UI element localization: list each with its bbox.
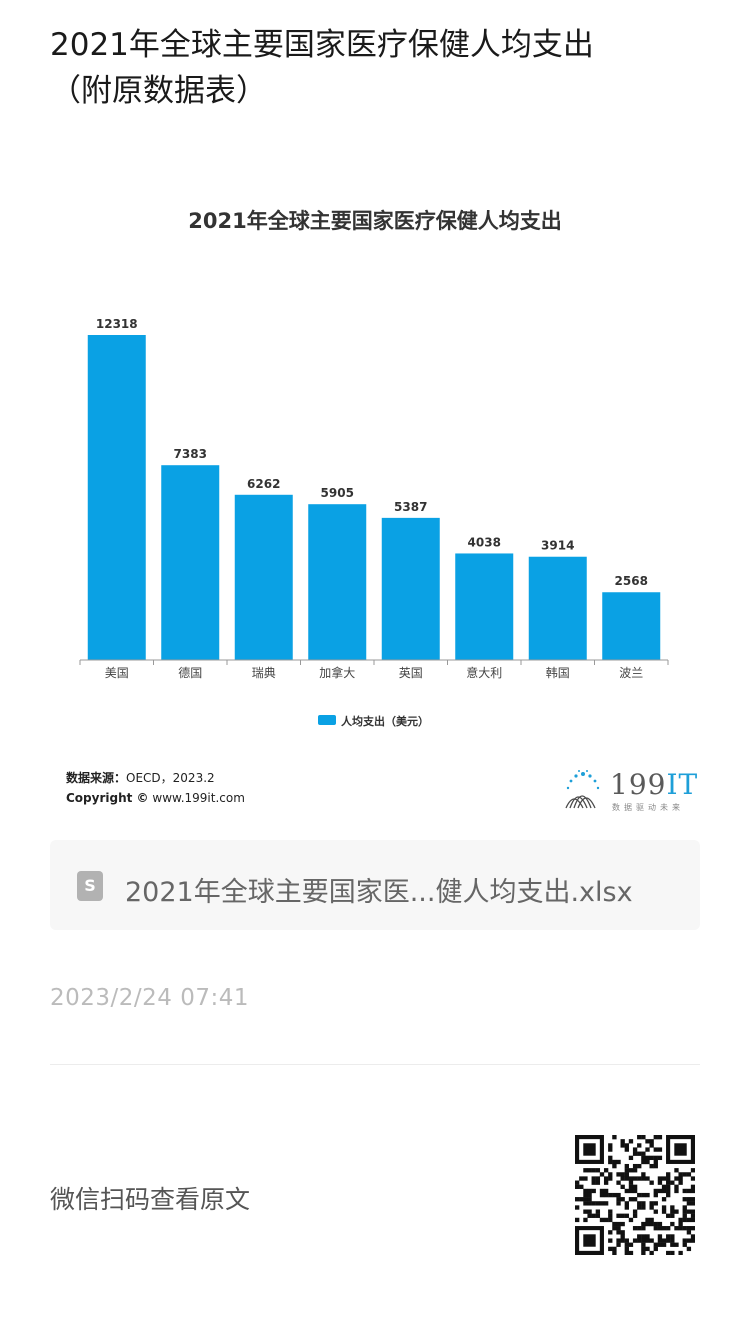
qr-code-icon[interactable] — [575, 1135, 695, 1255]
bar-5 — [455, 553, 514, 660]
spreadsheet-file-icon: S — [77, 871, 103, 901]
source-value: OECD，2023.2 — [126, 771, 215, 785]
x-tick-label-4: 英国 — [399, 666, 423, 680]
x-tick-label-5: 意大利 — [466, 665, 502, 680]
article-title-line2: （附原数据表） — [50, 73, 267, 109]
attachment-filename[interactable]: 2021年全球主要国家医...健人均支出.xlsx — [125, 877, 633, 908]
article-title: 2021年全球主要国家医疗保健人均支出 （附原数据表） — [50, 22, 710, 114]
x-tick-label-0: 美国 — [105, 666, 129, 680]
data-label-7: 2568 — [615, 574, 648, 588]
article-title-line1: 2021年全球主要国家医疗保健人均支出 — [50, 27, 594, 63]
x-tick-label-1: 德国 — [178, 665, 202, 680]
bar-6 — [528, 556, 587, 660]
data-label-5: 4038 — [468, 535, 501, 549]
data-label-6: 3914 — [541, 539, 574, 553]
source-label: 数据来源： — [66, 771, 127, 785]
qr-scan-label: 微信扫码查看原文 — [50, 1185, 251, 1214]
data-label-4: 5387 — [394, 500, 427, 514]
199it-logo: 199IT 数据驱动未来 — [560, 768, 700, 816]
logo-dandelion-icon — [565, 770, 600, 809]
logo-slogan: 数据驱动未来 — [612, 803, 684, 812]
bar-chart: 12318 美国 7383 德国 6262 瑞典 5905 加拿大 5387 英国 4038 意大利 3… — [79, 317, 669, 728]
x-tick-label-2: 瑞典 — [252, 666, 276, 680]
chart-image: 2021年全球主要国家医疗保健人均支出 12318 美国 7383 德国 6262 瑞典 5… — [50, 180, 710, 820]
file-icon-letter: S — [84, 876, 96, 895]
bar-1 — [161, 465, 220, 660]
copyright-value: www.199it.com — [152, 791, 245, 805]
bar-4 — [381, 517, 440, 660]
legend-label: 人均支出（美元） — [341, 714, 429, 728]
data-label-2: 6262 — [247, 477, 280, 491]
post-timestamp: 2023/2/24 07:41 — [50, 985, 250, 1011]
logo-accent: IT — [666, 768, 699, 801]
attachment-card[interactable]: S 2021年全球主要国家医...健人均支出.xlsx — [50, 840, 700, 930]
bar-2 — [234, 494, 293, 660]
logo-wordmark: 199IT — [610, 768, 698, 801]
copyright-label: Copyright © — [66, 791, 149, 805]
data-label-3: 5905 — [321, 486, 354, 500]
x-tick-label-3: 加拿大 — [319, 665, 355, 680]
x-tick-label-7: 波兰 — [619, 666, 643, 680]
data-label-1: 7383 — [174, 447, 207, 461]
chart-title: 2021年全球主要国家医疗保健人均支出 — [188, 209, 562, 233]
bar-3 — [308, 504, 367, 660]
bar-7 — [602, 592, 661, 660]
data-label-0: 12318 — [96, 317, 138, 331]
x-tick-label-6: 韩国 — [546, 665, 570, 680]
divider — [50, 1064, 700, 1065]
legend-swatch — [318, 715, 336, 725]
logo-number: 199 — [610, 768, 667, 801]
bar-0 — [87, 335, 146, 660]
source-block: 数据来源：OECD，2023.2 Copyright © www.199it.c… — [66, 768, 245, 808]
